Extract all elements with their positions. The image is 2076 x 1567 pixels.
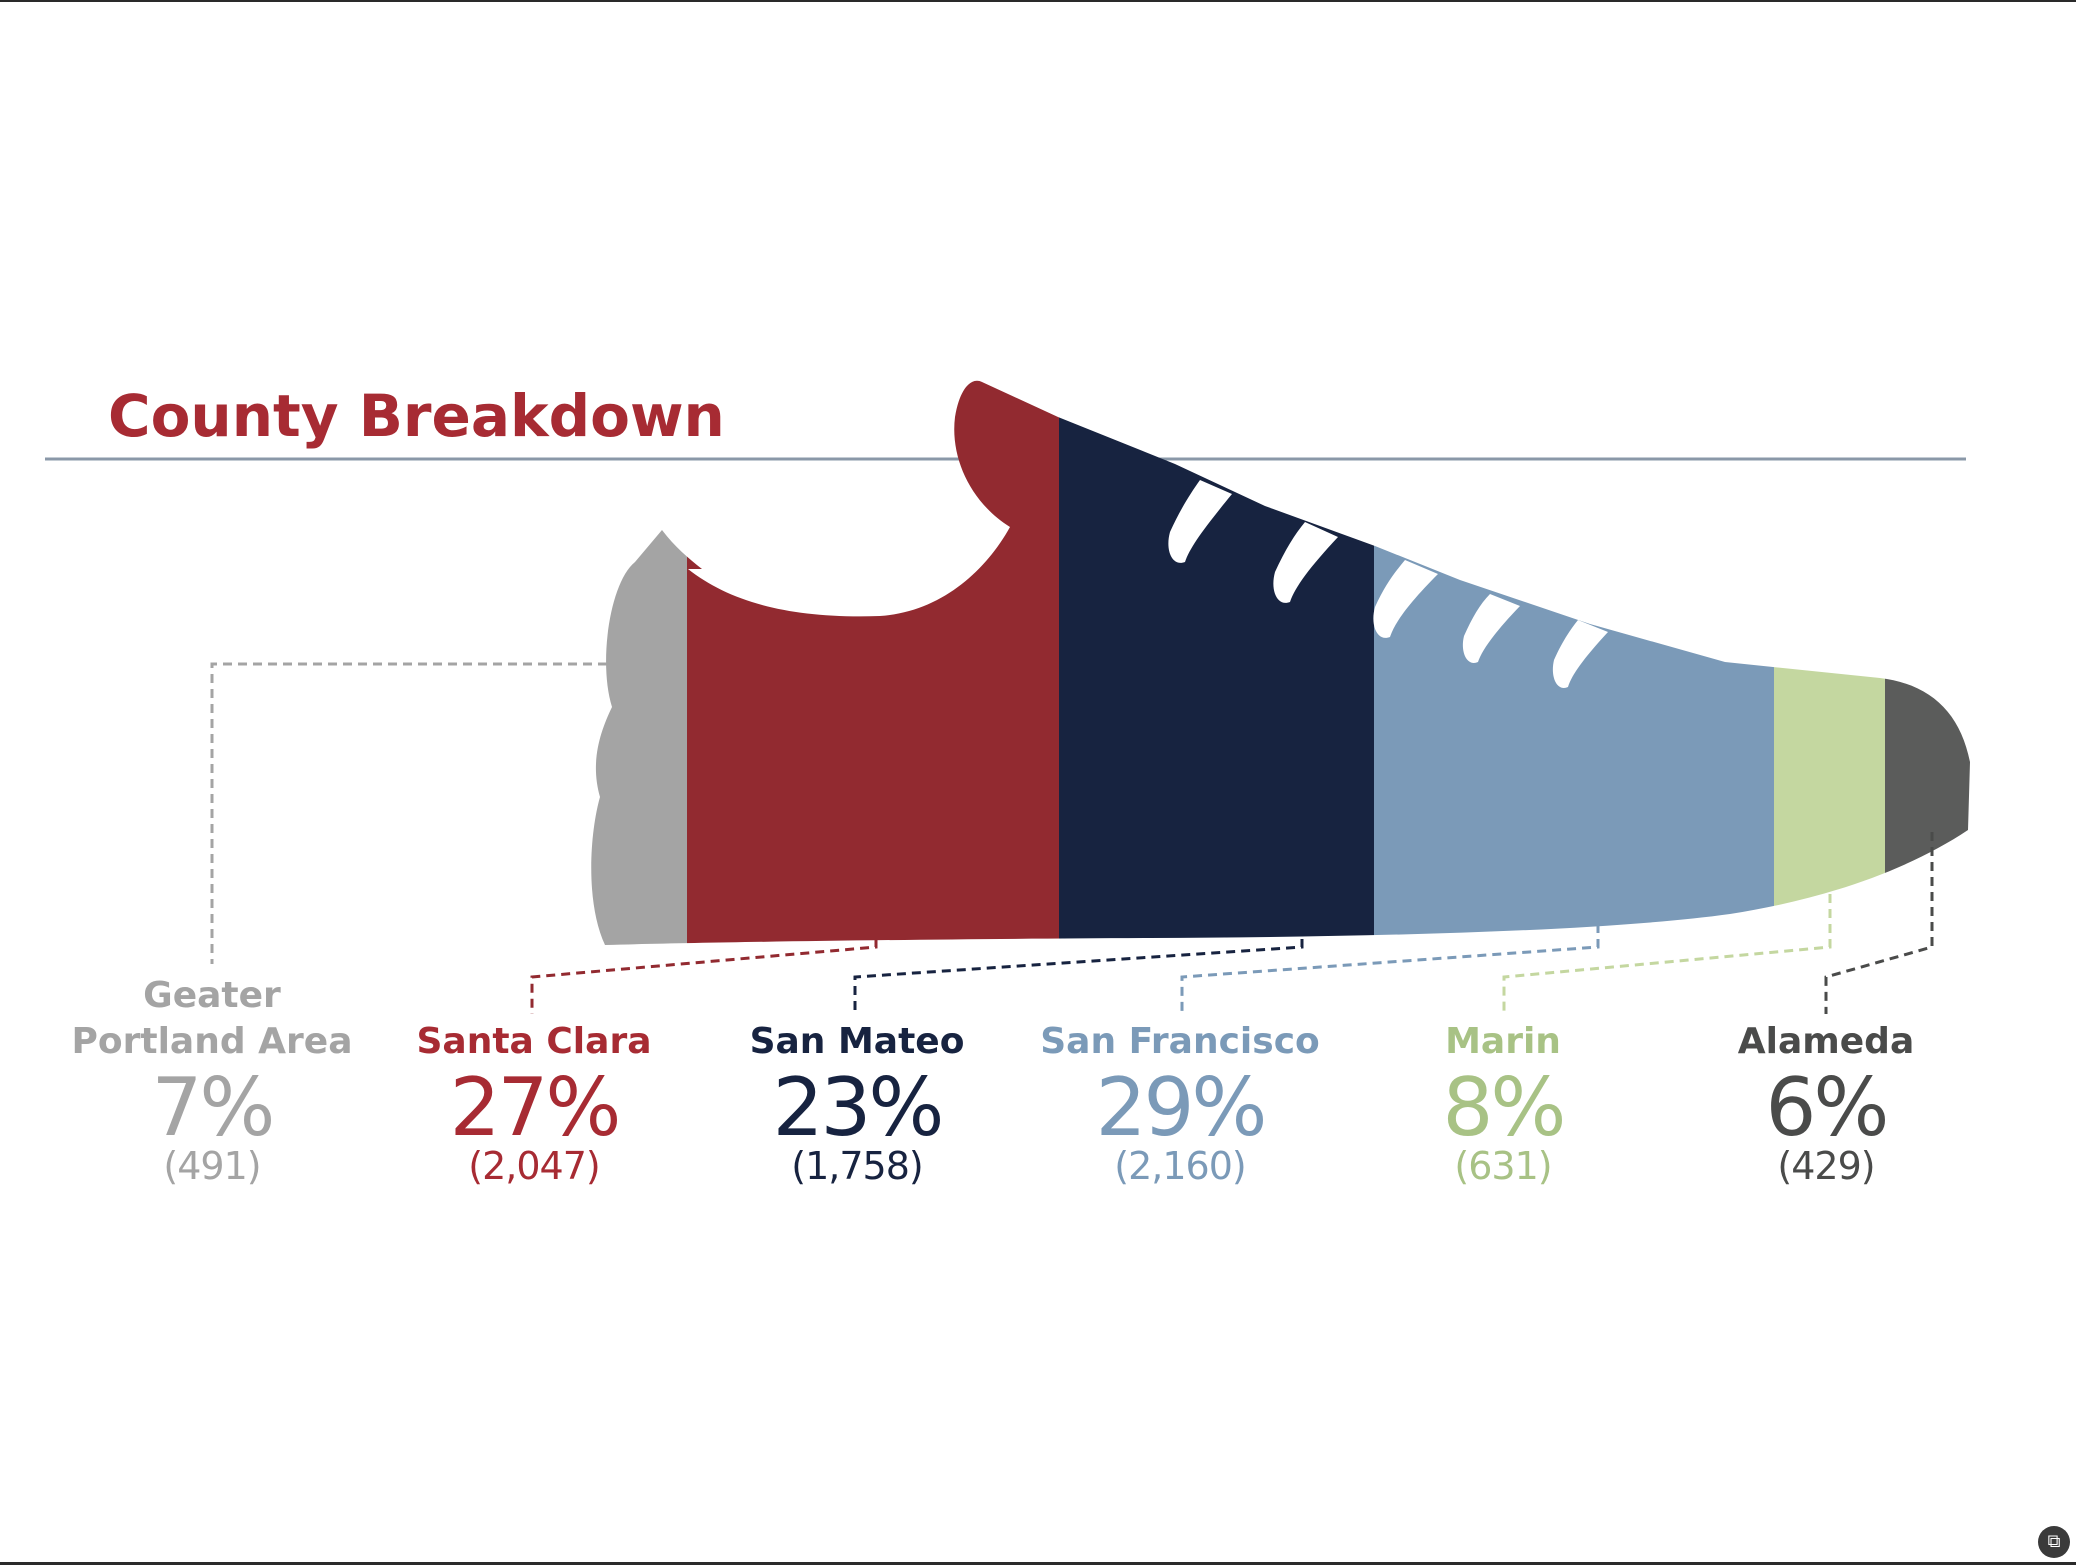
legend-geater-portland-area: Geater Portland Area 7% (491) [72,975,353,1188]
legend-percent: 23% [773,1061,942,1154]
leader-san-francisco [1180,864,1600,1014]
legend-count: (2,047) [468,1144,599,1188]
legend-san-mateo: San Mateo 23% (1,758) [750,1021,965,1188]
shoe-figure [591,380,1970,945]
legend-name: Portland Area [72,1021,353,1062]
leader-marin [1502,864,1832,1014]
legend-percent: 27% [450,1061,619,1154]
legend-count: (491) [163,1144,260,1188]
legend-name: Geater [143,975,281,1016]
legend-count: (429) [1777,1144,1874,1188]
shoe-laces [1168,480,1608,688]
legend-name: San Mateo [750,1021,965,1062]
chart-title: County Breakdown [108,382,725,450]
leader-santa-clara [530,864,878,1014]
leader-lines [210,662,1934,1014]
leader-san-mateo [853,864,1304,1014]
legend-name: Santa Clara [417,1021,652,1062]
leader-alameda [1824,832,1934,1014]
leader-geater-portland-area [210,662,637,964]
legend-santa-clara: Santa Clara 27% (2,047) [417,1021,652,1188]
legend-marin: Marin 8% (631) [1443,1021,1567,1188]
legend-count: (631) [1454,1144,1551,1188]
legend-percent: 8% [1443,1061,1564,1154]
segment-santa-clara [687,380,1059,945]
legend-name: Marin [1445,1021,1561,1062]
legend-percent: 6% [1766,1061,1887,1154]
legend-name: San Francisco [1040,1021,1320,1062]
legend-percent: 7% [152,1061,273,1154]
legend-percent: 29% [1096,1061,1265,1154]
legend-alameda: Alameda 6% (429) [1738,1021,1914,1188]
segment-san-mateo [1059,380,1374,945]
legend-count: (2,160) [1114,1144,1245,1188]
segment-geater-portland-area [591,380,687,945]
legend-count: (1,758) [791,1144,922,1188]
legend-san-francisco: San Francisco 29% (2,160) [1040,1021,1320,1188]
segment-alameda [1885,380,1970,945]
legend-name: Alameda [1738,1021,1914,1062]
screen-capture-icon[interactable]: ⧉ [2038,1526,2070,1558]
